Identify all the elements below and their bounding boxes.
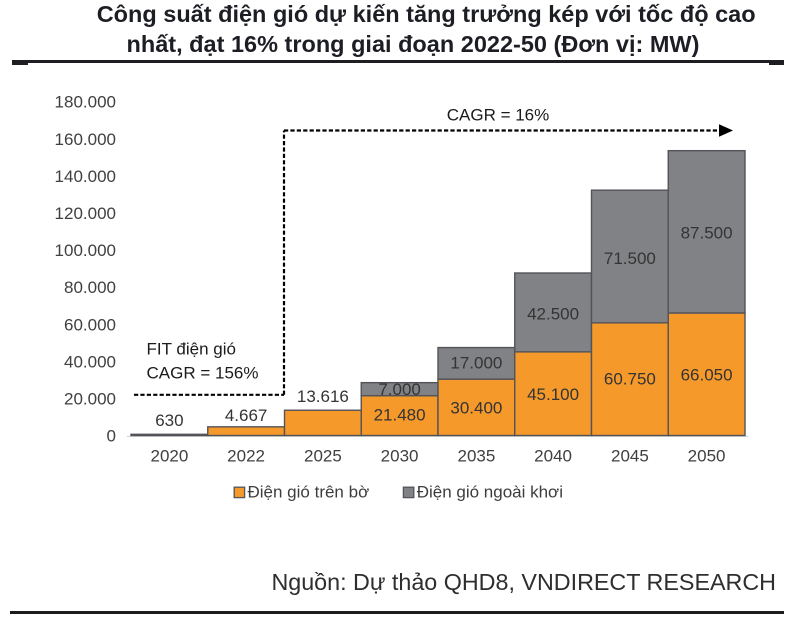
svg-text:60.750: 60.750 xyxy=(604,369,656,388)
svg-text:2030: 2030 xyxy=(381,447,419,466)
svg-text:CAGR = 16%: CAGR = 16% xyxy=(447,106,550,125)
svg-text:Điện gió ngoài khơi: Điện gió ngoài khơi xyxy=(417,483,563,502)
svg-text:2020: 2020 xyxy=(150,447,188,466)
svg-text:2045: 2045 xyxy=(611,447,649,466)
svg-text:17.000: 17.000 xyxy=(450,354,502,373)
svg-text:0: 0 xyxy=(107,427,116,446)
svg-text:66.050: 66.050 xyxy=(681,366,733,385)
svg-text:7.000: 7.000 xyxy=(378,380,421,399)
svg-text:2025: 2025 xyxy=(304,447,342,466)
svg-text:40.000: 40.000 xyxy=(64,352,116,371)
svg-text:180.000: 180.000 xyxy=(55,93,116,112)
svg-text:4.667: 4.667 xyxy=(225,406,268,425)
svg-text:21.480: 21.480 xyxy=(374,406,426,425)
svg-text:120.000: 120.000 xyxy=(55,204,116,223)
svg-text:45.100: 45.100 xyxy=(527,385,579,404)
svg-text:100.000: 100.000 xyxy=(55,241,116,260)
svg-text:630: 630 xyxy=(155,411,183,430)
svg-text:160.000: 160.000 xyxy=(55,130,116,149)
svg-text:80.000: 80.000 xyxy=(64,278,116,297)
svg-text:30.400: 30.400 xyxy=(450,399,502,418)
svg-text:60.000: 60.000 xyxy=(64,315,116,334)
svg-text:140.000: 140.000 xyxy=(55,167,116,186)
svg-text:2040: 2040 xyxy=(534,447,572,466)
svg-text:87.500: 87.500 xyxy=(681,223,733,242)
svg-text:2050: 2050 xyxy=(688,447,726,466)
svg-text:Điện gió trên bờ: Điện gió trên bờ xyxy=(248,483,370,502)
svg-text:20.000: 20.000 xyxy=(64,390,116,409)
svg-text:CAGR = 156%: CAGR = 156% xyxy=(147,364,259,383)
svg-text:42.500: 42.500 xyxy=(527,305,579,324)
svg-text:71.500: 71.500 xyxy=(604,249,656,268)
svg-text:FIT điện gió: FIT điện gió xyxy=(147,340,236,359)
svg-text:13.616: 13.616 xyxy=(297,387,349,406)
svg-text:2035: 2035 xyxy=(457,447,495,466)
svg-text:2022: 2022 xyxy=(227,447,265,466)
